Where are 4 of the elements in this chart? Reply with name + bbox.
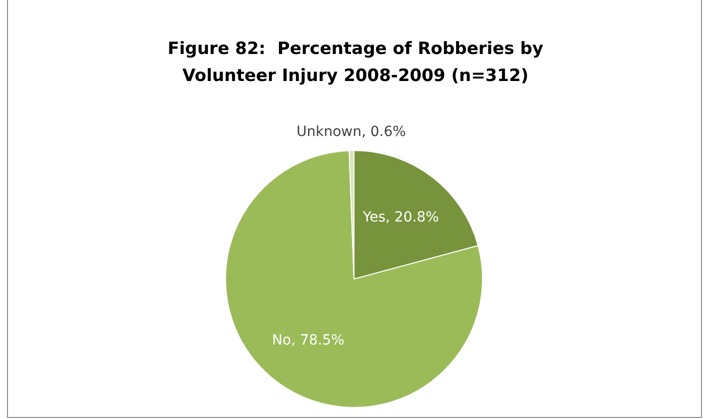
chart-title: Figure 82: Percentage of Robberies by Volunteer Injury 2008-2009 (n=312) (166, 38, 544, 88)
slice-label: Unknown, 0.6% (296, 124, 406, 140)
slice-label: No, 78.5% (272, 332, 344, 349)
slice-label: Yes, 20.8% (362, 209, 439, 226)
